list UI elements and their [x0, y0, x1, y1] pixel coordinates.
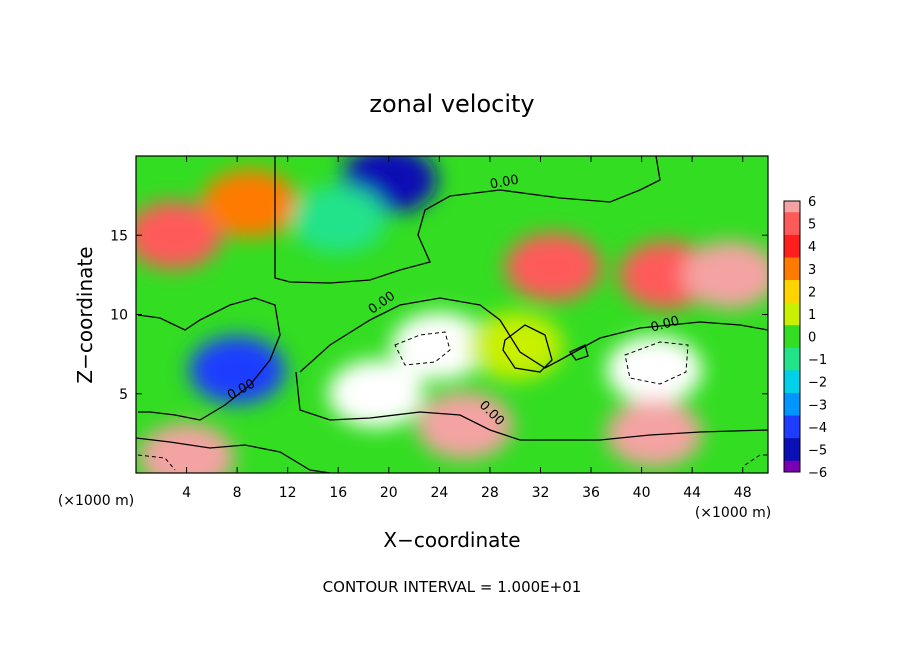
field-blob [189, 335, 286, 404]
x-tick-label: 48 [734, 485, 752, 501]
colorbar-swatch [784, 415, 800, 428]
zero-contour-small-loop [502, 324, 553, 373]
colorbar-label: −3 [808, 398, 827, 413]
field-blob [328, 359, 425, 428]
y-axis-ticks: 5 10 15 [110, 228, 768, 403]
colorbar-swatch [784, 426, 800, 439]
colorbar: 6 5 4 3 2 1 0 −1 −2 −3 −4 −5 −6 [783, 195, 827, 481]
x-tick-label: 32 [532, 485, 550, 501]
colorbar-swatch [784, 392, 800, 405]
colorbar-swatch [784, 302, 800, 315]
zero-contour-bottom [136, 437, 331, 473]
colorbar-swatch [784, 223, 800, 236]
zero-contours [136, 156, 768, 473]
colorbar-swatch [784, 438, 800, 450]
zero-contour-lower [295, 371, 768, 441]
chart-title: zonal velocity [369, 90, 534, 118]
colorbar-swatch [784, 370, 800, 383]
zero-contour-upper [274, 156, 661, 284]
colorbar-label: −2 [808, 376, 827, 391]
colorbar-label: −1 [808, 353, 827, 368]
x-tick-label: 20 [380, 485, 398, 501]
colorbar-swatch [784, 381, 800, 394]
colorbar-swatch [784, 291, 800, 304]
z-unit-label: (×1000 m) [58, 493, 134, 509]
y-tick-label: 5 [119, 387, 128, 403]
colorbar-swatch [784, 268, 800, 281]
field-blob [606, 335, 703, 404]
contour-label: 0.00 [649, 314, 681, 336]
colorbar-swatch [784, 280, 800, 292]
colorbar-swatch [784, 257, 800, 270]
x-axis-label: X−coordinate [383, 528, 520, 552]
field-blob [467, 312, 564, 381]
contour-interval-note: CONTOUR INTERVAL = 1.000E+01 [323, 578, 582, 596]
colorbar-swatch [784, 313, 800, 326]
x-tick-label: 24 [430, 485, 448, 501]
colorbar-label: 3 [808, 263, 816, 278]
dashed-contour-bottom-left [137, 454, 176, 471]
field-blob [290, 185, 387, 254]
colorbar-frame [783, 200, 801, 473]
colorbar-label: 6 [808, 195, 816, 210]
x-tick-label: 28 [481, 485, 499, 501]
contour-label: 0.00 [489, 173, 520, 193]
colorbar-label: 0 [808, 331, 816, 346]
colorbar-label: 4 [808, 240, 816, 255]
colorbar-label: −4 [808, 421, 827, 436]
dashed-contour-bottom-right [744, 454, 768, 466]
colorbar-swatch [784, 201, 800, 213]
colorbar-swatch [784, 449, 800, 462]
colorbar-swatch [784, 404, 800, 417]
heatmap-field [136, 156, 768, 473]
x-tick-label: 12 [279, 485, 297, 501]
x-tick-label: 40 [633, 485, 651, 501]
field-blob [416, 391, 513, 460]
colorbar-label: 5 [808, 218, 816, 233]
y-tick-label: 10 [110, 308, 128, 324]
field-blob [136, 201, 222, 270]
x-axis-ticks: 4 8 12 16 20 24 28 32 36 40 44 48 [182, 156, 752, 501]
x-unit-label: (×1000 m) [695, 505, 771, 521]
zero-contour-small-loop-2 [568, 344, 589, 361]
colorbar-swatch [784, 212, 800, 225]
colorbar-swatch [784, 460, 800, 473]
x-tick-label: 16 [329, 485, 347, 501]
x-tick-label: 4 [182, 485, 191, 501]
field-blob [505, 232, 602, 301]
dashed-contour-center [394, 331, 451, 366]
dashed-contour-right [624, 341, 689, 385]
x-tick-label: 44 [683, 485, 701, 501]
colorbar-swatch [784, 325, 800, 337]
colorbar-label: −6 [808, 466, 827, 481]
x-tick-label: 36 [582, 485, 600, 501]
colorbar-swatch [784, 234, 800, 247]
colorbar-swatch [784, 336, 800, 349]
field-blob [682, 240, 768, 309]
field-blob [391, 312, 488, 381]
colorbar-swatch [784, 246, 800, 258]
colorbar-swatch [784, 347, 800, 360]
field-blob [138, 423, 235, 473]
heatmap-blobs [136, 156, 768, 473]
zero-contour-central [299, 297, 768, 373]
field-blob [201, 169, 298, 238]
x-tick-label: 8 [233, 485, 242, 501]
zero-contour-left-lobe [137, 297, 281, 421]
colorbar-label: 2 [808, 285, 816, 300]
field-blob [606, 399, 703, 468]
dashed-contours [137, 331, 768, 471]
colorbar-label: −5 [808, 443, 827, 458]
colorbar-label: 1 [808, 308, 816, 323]
colorbar-swatch [784, 359, 800, 371]
y-tick-label: 15 [110, 228, 128, 244]
y-axis-label: Z−coordinate [73, 246, 97, 383]
